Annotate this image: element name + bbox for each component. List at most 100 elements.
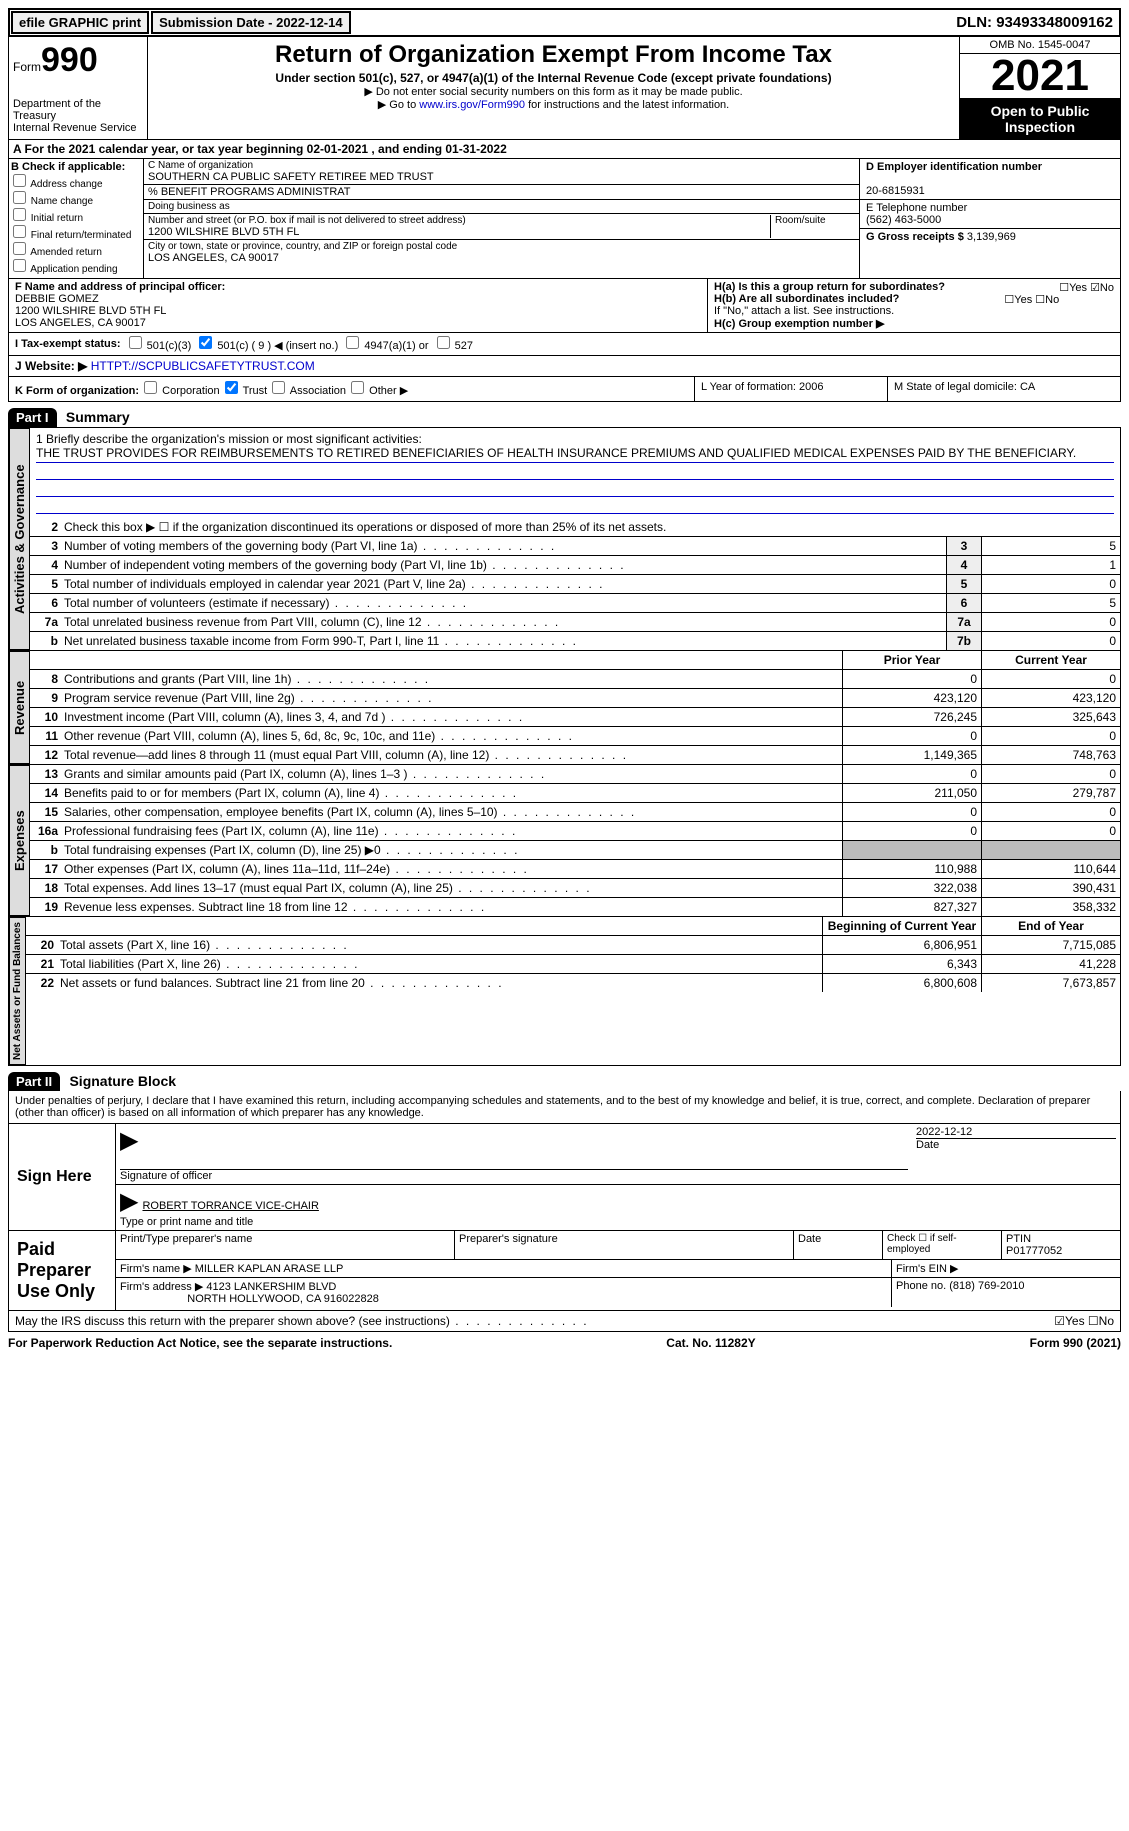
mission-blank1: [36, 463, 1114, 480]
row-20: 20 Total assets (Part X, line 16) 6,806,…: [26, 936, 1120, 955]
firm-name-label: Firm's name ▶: [120, 1263, 192, 1275]
f-label: F Name and address of principal officer:: [15, 281, 225, 293]
dba-label: Doing business as: [148, 201, 855, 212]
street-label: Number and street (or P.O. box if mail i…: [148, 215, 770, 226]
c-name-label: C Name of organization: [148, 160, 855, 171]
discuss-row: May the IRS discuss this return with the…: [8, 1311, 1121, 1332]
end-year-hdr: End of Year: [981, 917, 1120, 935]
form-label: Form: [13, 60, 41, 74]
hb-yesno[interactable]: ☐Yes ☐No: [1004, 293, 1059, 306]
row-j: J Website: ▶ HTTPT://SCPUBLICSAFETYTRUST…: [8, 356, 1121, 377]
b-header: B Check if applicable:: [11, 161, 141, 173]
ha-label: H(a) Is this a group return for subordin…: [714, 281, 945, 293]
gov-row-7a: 7a Total unrelated business revenue from…: [30, 613, 1120, 632]
row-a-tax-year: A For the 2021 calendar year, or tax yea…: [8, 140, 1121, 159]
firm-addr1: 4123 LANKERSHIM BLVD: [206, 1281, 336, 1293]
mission-blank3: [36, 497, 1114, 514]
footer-left: For Paperwork Reduction Act Notice, see …: [8, 1336, 392, 1350]
row-21: 21 Total liabilities (Part X, line 26) 6…: [26, 955, 1120, 974]
note-link: ▶ Go to www.irs.gov/Form990 for instruct…: [150, 98, 957, 111]
mission-text: THE TRUST PROVIDES FOR REIMBURSEMENTS TO…: [36, 446, 1114, 463]
col-d: D Employer identification number 20-6815…: [860, 159, 1120, 278]
sign-here-label: Sign Here: [9, 1124, 116, 1230]
m-state: M State of legal domicile: CA: [888, 377, 1120, 401]
chk-501c3[interactable]: 501(c)(3): [127, 336, 192, 352]
gov-row-3: 3 Number of voting members of the govern…: [30, 537, 1120, 556]
row-b: b Total fundraising expenses (Part IX, c…: [30, 841, 1120, 860]
chk-pending[interactable]: Application pending: [11, 259, 141, 275]
chk-other[interactable]: Other ▶: [349, 385, 408, 397]
gross-value: 3,139,969: [967, 231, 1016, 243]
top-toolbar: efile GRAPHIC print Submission Date - 20…: [8, 8, 1121, 37]
sig-officer-label: Signature of officer: [120, 1170, 212, 1182]
phone-label: E Telephone number: [866, 202, 967, 214]
care-of: % BENEFIT PROGRAMS ADMINISTRAT: [148, 186, 351, 198]
j-label: J Website: ▶: [15, 359, 87, 373]
firm-addr2: NORTH HOLLYWOOD, CA 916022828: [187, 1293, 379, 1305]
chk-4947[interactable]: 4947(a)(1) or: [344, 336, 428, 352]
col-b: B Check if applicable: Address change Na…: [9, 159, 144, 278]
penalties-text: Under penalties of perjury, I declare th…: [9, 1091, 1120, 1124]
gross-label: G Gross receipts $: [866, 231, 964, 243]
ptin-label: PTIN: [1006, 1233, 1031, 1245]
note-link-post: for instructions and the latest informat…: [525, 99, 729, 111]
part2-badge: Part II: [8, 1072, 60, 1091]
footer-mid: Cat. No. 11282Y: [666, 1336, 755, 1350]
gov-row-5: 5 Total number of individuals employed i…: [30, 575, 1120, 594]
row-14: 14 Benefits paid to or for members (Part…: [30, 784, 1120, 803]
part2-title: Signature Block: [69, 1073, 176, 1089]
irs-link[interactable]: www.irs.gov/Form990: [419, 99, 525, 111]
ptin-value: P01777052: [1006, 1245, 1062, 1257]
firm-addr-label: Firm's address ▶: [120, 1281, 203, 1293]
discuss-yesno[interactable]: ☑Yes ☐No: [1054, 1314, 1114, 1328]
row-15: 15 Salaries, other compensation, employe…: [30, 803, 1120, 822]
self-emp[interactable]: Check ☐ if self-employed: [887, 1233, 957, 1255]
footer-right: Form 990 (2021): [1030, 1336, 1121, 1350]
vtab-governance: Activities & Governance: [9, 428, 30, 650]
row-18: 18 Total expenses. Add lines 13–17 (must…: [30, 879, 1120, 898]
row-11: 11 Other revenue (Part VIII, column (A),…: [30, 727, 1120, 746]
part1-title: Summary: [66, 409, 130, 425]
chk-address-change[interactable]: Address change: [11, 174, 141, 190]
row-12: 12 Total revenue—add lines 8 through 11 …: [30, 746, 1120, 764]
form-title: Return of Organization Exempt From Incom…: [150, 41, 957, 69]
officer-addr1: 1200 WILSHIRE BLVD 5TH FL: [15, 305, 166, 317]
chk-name-change[interactable]: Name change: [11, 191, 141, 207]
chk-527[interactable]: 527: [435, 336, 473, 352]
note-link-pre: ▶ Go to: [378, 99, 419, 111]
website-link[interactable]: HTTPT://SCPUBLICSAFETYTRUST.COM: [91, 359, 315, 373]
curr-year-hdr: Current Year: [981, 651, 1120, 669]
block-bcd: B Check if applicable: Address change Na…: [8, 159, 1121, 279]
phone-value: (562) 463-5000: [866, 214, 941, 226]
chk-final-return[interactable]: Final return/terminated: [11, 225, 141, 241]
dln-text: DLN: 93493348009162: [956, 14, 1113, 31]
submission-date-button[interactable]: Submission Date - 2022-12-14: [151, 11, 351, 34]
row-k: K Form of organization: Corporation Trus…: [8, 377, 1121, 402]
inspection-label: Open to Public Inspection: [960, 99, 1120, 139]
row-19: 19 Revenue less expenses. Subtract line …: [30, 898, 1120, 916]
l-year: L Year of formation: 2006: [695, 377, 888, 401]
street-value: 1200 WILSHIRE BLVD 5TH FL: [148, 226, 770, 238]
efile-print-button[interactable]: efile GRAPHIC print: [11, 11, 149, 34]
tax-year: 2021: [960, 54, 1120, 99]
chk-assoc[interactable]: Association: [270, 385, 346, 397]
row-9: 9 Program service revenue (Part VIII, li…: [30, 689, 1120, 708]
org-name: SOUTHERN CA PUBLIC SAFETY RETIREE MED TR…: [148, 171, 855, 183]
ein-label: D Employer identification number: [866, 161, 1042, 173]
chk-initial-return[interactable]: Initial return: [11, 208, 141, 224]
vtab-netassets: Net Assets or Fund Balances: [9, 917, 26, 1065]
signature-block: Under penalties of perjury, I declare th…: [8, 1091, 1121, 1311]
chk-amended[interactable]: Amended return: [11, 242, 141, 258]
gov-row-b: b Net unrelated business taxable income …: [30, 632, 1120, 650]
ha-yesno[interactable]: ☐Yes ☑No: [1059, 281, 1114, 294]
chk-corp[interactable]: Corporation: [142, 385, 220, 397]
sig-date: 2022-12-12: [916, 1126, 972, 1138]
chk-501c[interactable]: 501(c) ( 9 ) ◀ (insert no.): [197, 336, 338, 352]
officer-name: DEBBIE GOMEZ: [15, 293, 99, 305]
firm-ein-label: Firm's EIN ▶: [896, 1263, 959, 1275]
i-label: I Tax-exempt status:: [15, 338, 121, 350]
chk-trust[interactable]: Trust: [223, 385, 268, 397]
city-value: LOS ANGELES, CA 90017: [148, 252, 855, 264]
note-ssn: ▶ Do not enter social security numbers o…: [150, 85, 957, 98]
k-label: K Form of organization:: [15, 385, 139, 397]
